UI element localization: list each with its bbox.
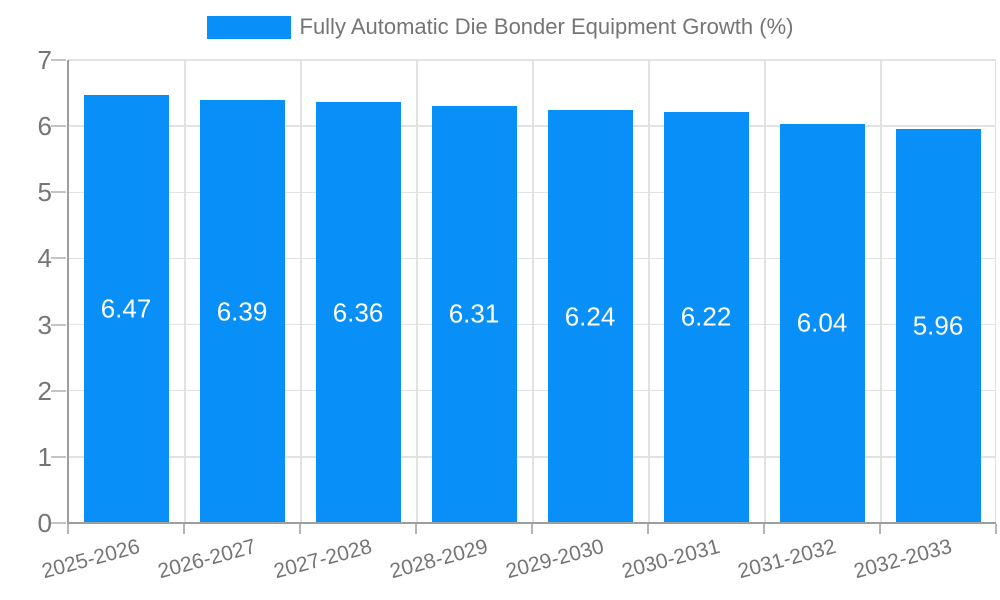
y-tick: [51, 191, 66, 194]
y-axis-label: 4: [37, 243, 52, 274]
y-tick: [51, 455, 66, 458]
x-tick: [531, 524, 533, 534]
x-tick: [415, 524, 417, 534]
y-tick: [51, 125, 66, 128]
bar-value-label: 6.36: [332, 297, 384, 328]
bar: 6.47: [83, 95, 169, 523]
y-axis-label: 6: [37, 111, 52, 142]
x-tick: [647, 524, 649, 534]
y-axis-labels: 0 1 2 3 4 5 6 7: [0, 45, 52, 538]
v-gridline: [648, 60, 650, 523]
x-axis-line: [67, 522, 996, 524]
x-axis-label: 2026-2027: [154, 535, 258, 584]
x-tick: [183, 524, 185, 534]
y-tick: [51, 59, 66, 61]
x-tick: [299, 524, 301, 534]
v-gridline: [300, 60, 302, 523]
y-tick: [51, 323, 66, 326]
x-tick: [763, 524, 765, 534]
v-gridline: [184, 60, 186, 523]
v-gridline: [880, 60, 882, 523]
bar: 6.22: [663, 111, 749, 523]
legend-item[interactable]: Fully Automatic Die Bonder Equipment Gro…: [206, 14, 794, 40]
legend: Fully Automatic Die Bonder Equipment Gro…: [0, 14, 1000, 40]
x-axis-label: 2030-2031: [618, 535, 722, 584]
x-axis-label: 2032-2033: [850, 535, 954, 584]
y-axis-line: [67, 60, 69, 523]
bar: 6.24: [547, 110, 633, 523]
x-axis-label: 2029-2030: [502, 535, 606, 584]
bar-value-label: 6.47: [100, 293, 152, 324]
bar: 5.96: [895, 128, 981, 523]
bar-value-label: 6.22: [680, 301, 732, 332]
bar-value-label: 6.39: [216, 296, 268, 327]
x-axis-label: 2031-2032: [734, 535, 838, 584]
bar-value-label: 6.24: [564, 301, 616, 332]
y-axis-label: 3: [37, 309, 52, 340]
v-gridline: [994, 60, 996, 523]
legend-swatch-icon: [206, 15, 291, 39]
v-gridline: [764, 60, 766, 523]
bar-value-label: 5.96: [912, 310, 964, 341]
y-axis-label: 7: [37, 45, 52, 75]
x-axis-label: 2025-2026: [38, 535, 142, 584]
v-gridline: [416, 60, 418, 523]
bar-value-label: 6.04: [796, 307, 848, 338]
x-axis-labels: 2025-2026 2026-2027 2027-2028 2028-2029 2029…: [39, 523, 996, 600]
y-tick: [51, 522, 66, 524]
y-axis-label: 1: [37, 441, 52, 472]
x-axis-label: 2027-2028: [270, 535, 374, 584]
bar: 6.39: [199, 100, 285, 523]
x-tick: [67, 524, 69, 534]
x-axis-label: 2028-2029: [386, 535, 490, 584]
x-tick: [879, 524, 881, 534]
bar: 6.31: [431, 105, 517, 523]
plot-area: 6.47 6.39 6.36 6.31 6.24 6.22 6.04 5.96: [51, 59, 997, 534]
bar: 6.04: [779, 123, 865, 523]
v-gridline: [532, 60, 534, 523]
bar-value-label: 6.31: [448, 298, 500, 329]
y-axis-label: 2: [37, 375, 52, 406]
legend-label: Fully Automatic Die Bonder Equipment Gro…: [299, 14, 794, 39]
y-axis-label: 0: [37, 508, 52, 538]
x-tick: [995, 524, 997, 534]
y-tick: [51, 257, 66, 260]
y-axis-label: 5: [37, 177, 52, 208]
bar: 6.36: [315, 102, 401, 523]
y-tick: [51, 389, 66, 392]
